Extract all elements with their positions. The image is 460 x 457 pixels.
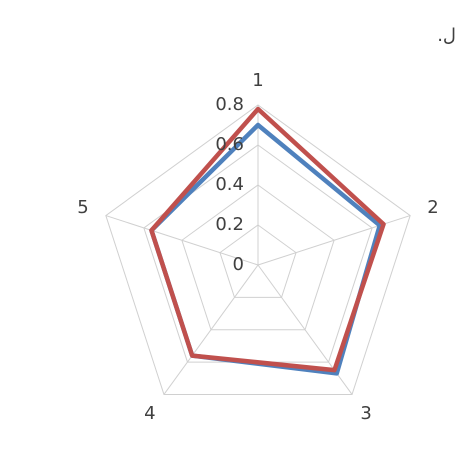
page: .ل 1234500.20.40.60.8 (() => { const dat… — [0, 0, 460, 457]
r-tick-label: 0.6 — [215, 134, 244, 155]
axis-spoke — [258, 216, 410, 265]
category-label: 2 — [427, 197, 438, 218]
category-label: 3 — [360, 403, 371, 424]
annotation: .ل — [437, 25, 456, 46]
r-tick-label: 0.4 — [215, 174, 244, 195]
r-tick-label: 0 — [233, 254, 244, 275]
category-label: 4 — [144, 403, 155, 424]
series-line — [151, 109, 383, 370]
r-tick-label: 0.8 — [215, 94, 244, 115]
category-label: 5 — [77, 197, 88, 218]
r-tick-label: 0.2 — [215, 214, 244, 235]
chart: .ل 1 2 3 4 5 0 0.2 0.4 0.6 0.8 — [0, 0, 460, 457]
category-label: 1 — [252, 70, 263, 91]
